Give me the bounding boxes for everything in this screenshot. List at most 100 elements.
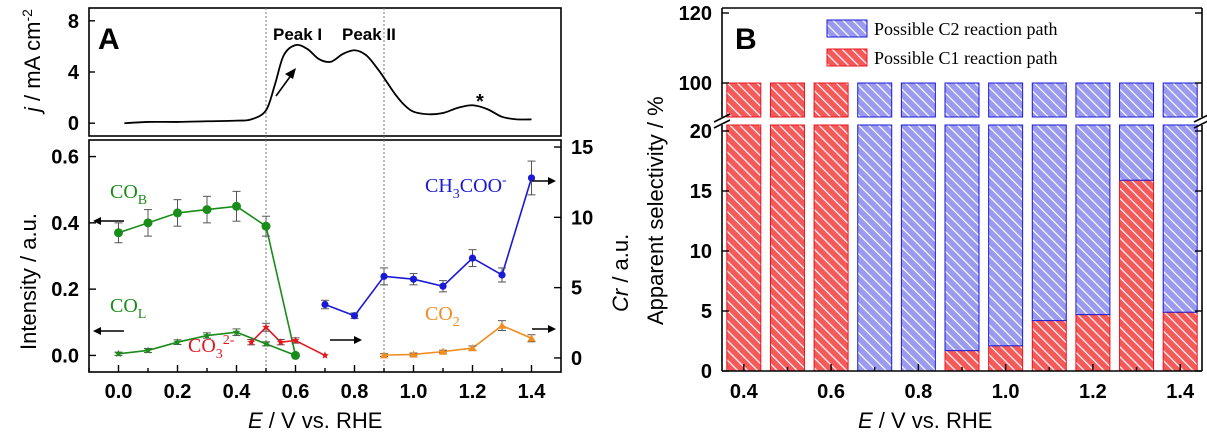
x-tick-label: 0.4 (223, 381, 252, 403)
data-point (527, 334, 536, 342)
bar-group (944, 82, 980, 372)
series-label-co2: CO2 (425, 303, 460, 330)
right-y-ticks: 0 5 10 15 (554, 137, 593, 370)
panel-b-y-ticks: 0 5 10 15 20 100 120 (679, 3, 1202, 383)
data-point (247, 338, 256, 346)
bar-c2 (944, 124, 980, 352)
series-1 (114, 328, 300, 359)
bar-group (1031, 82, 1067, 372)
panel-b: 0.4 0.6 0.8 1.0 1.2 1.4 0 5 10 15 20 100 120 B Appa… (643, 3, 1207, 433)
data-point (144, 346, 152, 354)
bar-group (1075, 82, 1111, 372)
bar-c2-upper (944, 82, 980, 118)
x-tick-label: 0.6 (282, 381, 310, 403)
series-3 (321, 160, 536, 320)
data-point (321, 300, 329, 309)
series-4 (380, 320, 536, 359)
data-point (203, 331, 211, 339)
y-right-tick-label: 10 (571, 207, 593, 229)
intensity-axis-label: Intensity / a.u. (16, 213, 41, 350)
axis-break-marks (713, 113, 1207, 129)
data-point (468, 344, 477, 352)
y-tick-label: 20 (690, 121, 712, 143)
data-point (232, 201, 241, 211)
bar-c1-upper (769, 82, 805, 118)
data-point (409, 350, 418, 358)
data-point (498, 321, 506, 329)
series-label-col: COL (110, 295, 146, 322)
data-point (409, 275, 418, 283)
bar-group (769, 82, 805, 372)
cob-left-axis-arrow (93, 217, 124, 225)
y-tick-label: 0.4 (51, 213, 80, 235)
left-y-ticks: 0.0 0.2 0.4 0.6 (51, 147, 96, 367)
x-tick-label: 0.0 (105, 381, 133, 403)
bar-c2 (900, 124, 936, 372)
data-point (114, 228, 123, 238)
data-point (202, 205, 212, 215)
intensity-series (114, 160, 536, 360)
y-right-tick-label: 15 (571, 137, 593, 159)
bar-c2-upper (900, 82, 936, 118)
cr-axis-label: Cr / a.u. (608, 234, 633, 312)
y-right-tick-label: 5 (571, 278, 582, 300)
peak-ii-label: Peak II (342, 25, 396, 44)
x-ticks: 0.0 0.2 0.4 0.6 0.8 1.0 1.2 1.4 (88, 365, 546, 403)
legend-swatch-c1 (826, 48, 868, 67)
y-tick-label: 4 (68, 62, 80, 84)
bar-group (813, 82, 849, 372)
data-point (380, 351, 388, 359)
data-point (498, 271, 506, 279)
legend-label-c2: Possible C2 reaction path (874, 19, 1057, 39)
bar-c2 (857, 124, 893, 372)
bar-c1 (1162, 311, 1198, 372)
bar-c2-upper (857, 82, 893, 118)
bar-c1 (726, 124, 762, 372)
bar-c1 (1031, 320, 1067, 372)
series-line (383, 324, 532, 356)
x-tick-label: 0.6 (817, 381, 845, 403)
y-tick-label: 0 (68, 113, 79, 135)
co2-right-axis-arrow (532, 325, 556, 333)
data-point (439, 282, 447, 290)
bar-c2-upper (1162, 82, 1198, 118)
bar-group (988, 82, 1024, 372)
y-tick-label: 120 (679, 3, 712, 25)
y-tick-label: 10 (690, 241, 712, 263)
data-point (173, 338, 182, 346)
data-point (276, 338, 285, 346)
y-tick-label: 15 (690, 181, 712, 203)
selectivity-axis-label: Apparent selectivity / % (643, 96, 668, 325)
asterisk-annotation: * (476, 91, 484, 113)
y-tick-label: 100 (679, 73, 712, 95)
current-density-curve (124, 43, 532, 125)
panel-a: 048 0.0 0.2 0.4 0.6 0.8 1.0 1.2 1.4 0.00.20.40.… (16, 7, 633, 433)
top-y-ticks: 0 4 8 (68, 11, 95, 135)
y-tick-label: 0 (701, 361, 712, 383)
bar-c1-upper (726, 82, 762, 118)
x-tick-label: 1.2 (1079, 381, 1107, 403)
data-point (291, 351, 300, 359)
x-tick-label: 1.0 (992, 381, 1020, 403)
data-point (439, 347, 447, 355)
col-left-axis-arrow (93, 327, 124, 335)
data-point (261, 221, 271, 231)
y-tick-label: 0.0 (51, 345, 79, 367)
y-tick-label: 0.2 (51, 279, 79, 301)
bar-c2-upper (1075, 82, 1111, 118)
data-point (114, 349, 123, 358)
series-0 (114, 190, 300, 360)
bar-c2 (988, 124, 1024, 347)
bar-c2 (1162, 124, 1198, 313)
bar-c2 (1119, 124, 1155, 181)
data-point (350, 312, 359, 320)
data-point (468, 254, 477, 262)
data-point (380, 272, 388, 280)
bar-c2-upper (988, 82, 1024, 118)
legend: Possible C2 reaction path Possible C1 re… (826, 19, 1057, 68)
bar-group (900, 82, 936, 372)
x-tick-label: 0.2 (164, 381, 192, 403)
bar-c2-upper (1119, 82, 1155, 118)
bar-c2 (1031, 124, 1067, 322)
peak-i-label: Peak I (273, 25, 322, 44)
